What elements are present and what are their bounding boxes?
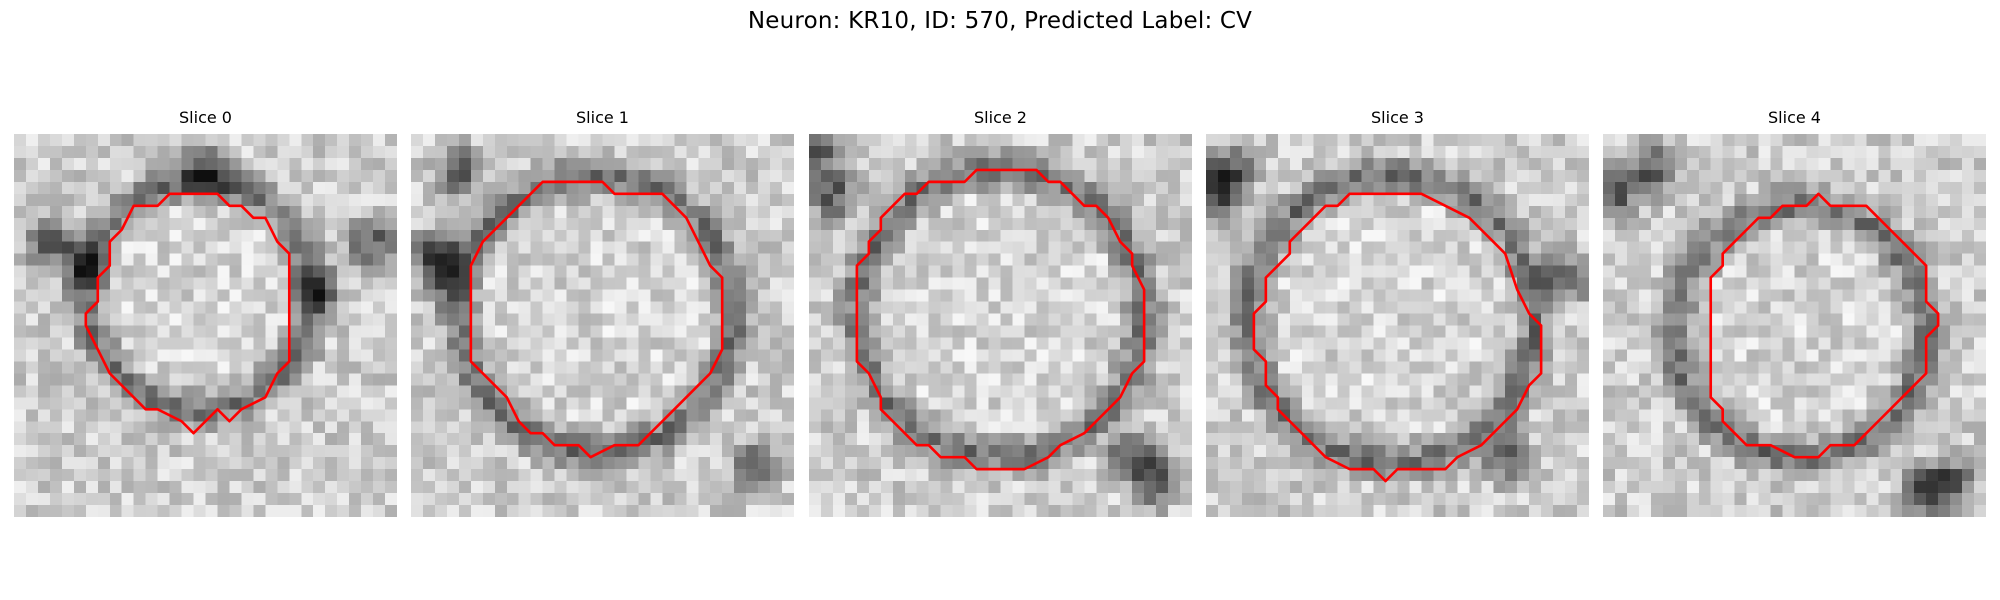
contour-overlay <box>855 168 1146 471</box>
slice-title: Slice 3 <box>1371 108 1424 127</box>
slice-image <box>14 134 397 517</box>
contour-overlay <box>1252 192 1543 483</box>
contour-line <box>1252 192 1543 483</box>
contour-overlay <box>84 192 291 435</box>
slice-title: Slice 1 <box>576 108 629 127</box>
contour-line <box>469 180 724 459</box>
contour-line <box>1709 192 1940 459</box>
contour-overlay <box>469 180 724 459</box>
slice-image <box>1206 134 1589 517</box>
slice-title: Slice 4 <box>1768 108 1821 127</box>
slice-title: Slice 2 <box>974 108 1027 127</box>
figure-title: Neuron: KR10, ID: 570, Predicted Label: … <box>747 8 1253 34</box>
contour-overlay <box>1709 192 1940 459</box>
slice-title: Slice 0 <box>179 108 232 127</box>
slice-image <box>411 134 794 517</box>
slice-image <box>809 134 1192 517</box>
slice-image <box>1603 134 1986 517</box>
contour-line <box>855 168 1146 471</box>
contour-line <box>84 192 291 435</box>
